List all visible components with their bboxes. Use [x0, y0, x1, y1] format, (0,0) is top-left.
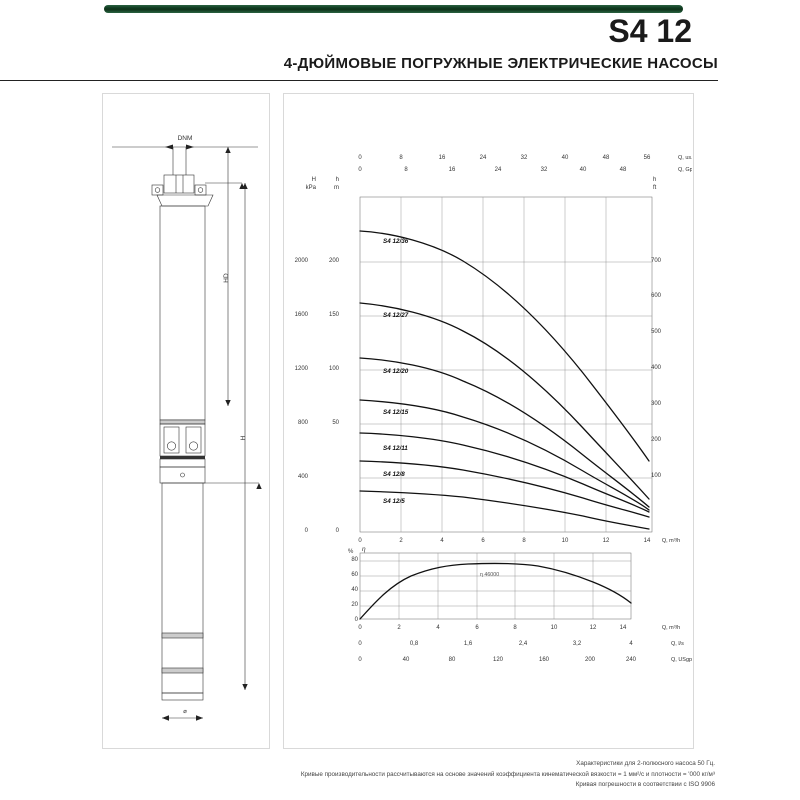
svg-text:400: 400 — [651, 365, 662, 371]
svg-text:S4 12/20: S4 12/20 — [383, 368, 409, 375]
svg-text:S4 12/8: S4 12/8 — [383, 471, 405, 478]
svg-text:50: 50 — [332, 420, 339, 426]
svg-text:16: 16 — [439, 155, 446, 161]
svg-text:1,6: 1,6 — [464, 641, 473, 647]
svg-text:6: 6 — [475, 625, 479, 631]
svg-text:2,4: 2,4 — [519, 641, 528, 647]
svg-text:⌀: ⌀ — [183, 709, 187, 715]
svg-text:Q, m³/h: Q, m³/h — [662, 538, 680, 544]
svg-text:Q, us. US/min: Q, us. US/min — [678, 155, 692, 161]
svg-text:DNM: DNM — [178, 135, 193, 142]
svg-text:ft: ft — [653, 185, 657, 191]
svg-text:0: 0 — [358, 538, 362, 544]
svg-text:H: H — [240, 435, 247, 440]
svg-text:32: 32 — [541, 167, 548, 173]
svg-text:500: 500 — [651, 329, 662, 335]
svg-text:700: 700 — [651, 258, 662, 264]
svg-text:20: 20 — [351, 602, 358, 608]
svg-text:kPa: kPa — [306, 185, 317, 191]
svg-text:η: η — [362, 546, 366, 553]
svg-text:120: 120 — [493, 657, 504, 663]
svg-text:80: 80 — [449, 657, 456, 663]
svg-text:48: 48 — [603, 155, 610, 161]
svg-text:HD: HD — [223, 273, 230, 283]
svg-text:4: 4 — [629, 641, 633, 647]
svg-text:4: 4 — [436, 625, 440, 631]
svg-text:32: 32 — [521, 155, 528, 161]
svg-text:Q, m³/h: Q, m³/h — [662, 625, 680, 631]
svg-text:240: 240 — [626, 657, 637, 663]
svg-text:1600: 1600 — [295, 312, 309, 318]
svg-text:600: 600 — [651, 293, 662, 299]
svg-text:h: h — [336, 177, 339, 183]
svg-text:100: 100 — [329, 366, 340, 372]
svg-text:3,2: 3,2 — [573, 641, 582, 647]
svg-text:56: 56 — [644, 155, 651, 161]
svg-text:2000: 2000 — [295, 258, 309, 264]
svg-text:4: 4 — [440, 538, 444, 544]
svg-text:800: 800 — [298, 420, 309, 426]
svg-text:40: 40 — [351, 587, 358, 593]
svg-text:48: 48 — [620, 167, 627, 173]
svg-text:S4 12/27: S4 12/27 — [383, 312, 409, 319]
svg-text:24: 24 — [480, 155, 487, 161]
svg-text:Q, l/s: Q, l/s — [671, 641, 684, 647]
svg-text:14: 14 — [620, 625, 627, 631]
svg-text:S4 12/5: S4 12/5 — [383, 498, 405, 505]
svg-text:0,8: 0,8 — [410, 641, 419, 647]
svg-text:60: 60 — [351, 572, 358, 578]
svg-text:40: 40 — [403, 657, 410, 663]
svg-text:8: 8 — [404, 167, 408, 173]
svg-text:200: 200 — [585, 657, 596, 663]
svg-text:0: 0 — [358, 167, 362, 173]
svg-text:12: 12 — [590, 625, 597, 631]
svg-text:80: 80 — [351, 557, 358, 563]
svg-text:S4 12/11: S4 12/11 — [383, 445, 408, 452]
svg-text:40: 40 — [562, 155, 569, 161]
svg-text:m: m — [334, 185, 339, 191]
svg-text:h: h — [653, 177, 656, 183]
svg-text:16: 16 — [449, 167, 456, 173]
svg-text:Q, Gpm imp/min: Q, Gpm imp/min — [678, 167, 692, 173]
svg-text:40: 40 — [580, 167, 587, 173]
svg-text:0: 0 — [336, 528, 340, 534]
svg-text:160: 160 — [539, 657, 550, 663]
svg-text:0: 0 — [358, 625, 362, 631]
svg-text:2: 2 — [399, 538, 403, 544]
svg-text:8: 8 — [522, 538, 526, 544]
svg-text:300: 300 — [651, 401, 662, 407]
svg-text:100: 100 — [651, 473, 662, 479]
svg-text:0: 0 — [305, 528, 309, 534]
svg-text:200: 200 — [329, 258, 340, 264]
svg-text:2: 2 — [397, 625, 401, 631]
svg-text:Q, USgpm: Q, USgpm — [671, 657, 692, 663]
svg-text:1200: 1200 — [295, 366, 309, 372]
svg-text:H: H — [312, 177, 316, 183]
svg-text:10: 10 — [562, 538, 569, 544]
svg-text:η 46000: η 46000 — [480, 572, 499, 578]
svg-text:400: 400 — [298, 474, 309, 480]
svg-text:8: 8 — [513, 625, 517, 631]
svg-text:10: 10 — [551, 625, 558, 631]
svg-text:12: 12 — [603, 538, 610, 544]
svg-text:S4 12/15: S4 12/15 — [383, 409, 409, 416]
svg-text:6: 6 — [481, 538, 485, 544]
svg-text:0: 0 — [358, 657, 362, 663]
svg-text:150: 150 — [329, 312, 340, 318]
svg-text:0: 0 — [355, 617, 359, 623]
svg-text:8: 8 — [399, 155, 403, 161]
svg-text:0: 0 — [358, 641, 362, 647]
svg-text:%: % — [348, 549, 354, 555]
svg-text:14: 14 — [644, 538, 651, 544]
svg-text:S4 12/36: S4 12/36 — [383, 238, 409, 245]
svg-text:0: 0 — [358, 155, 362, 161]
svg-text:24: 24 — [495, 167, 502, 173]
svg-text:200: 200 — [651, 437, 662, 443]
